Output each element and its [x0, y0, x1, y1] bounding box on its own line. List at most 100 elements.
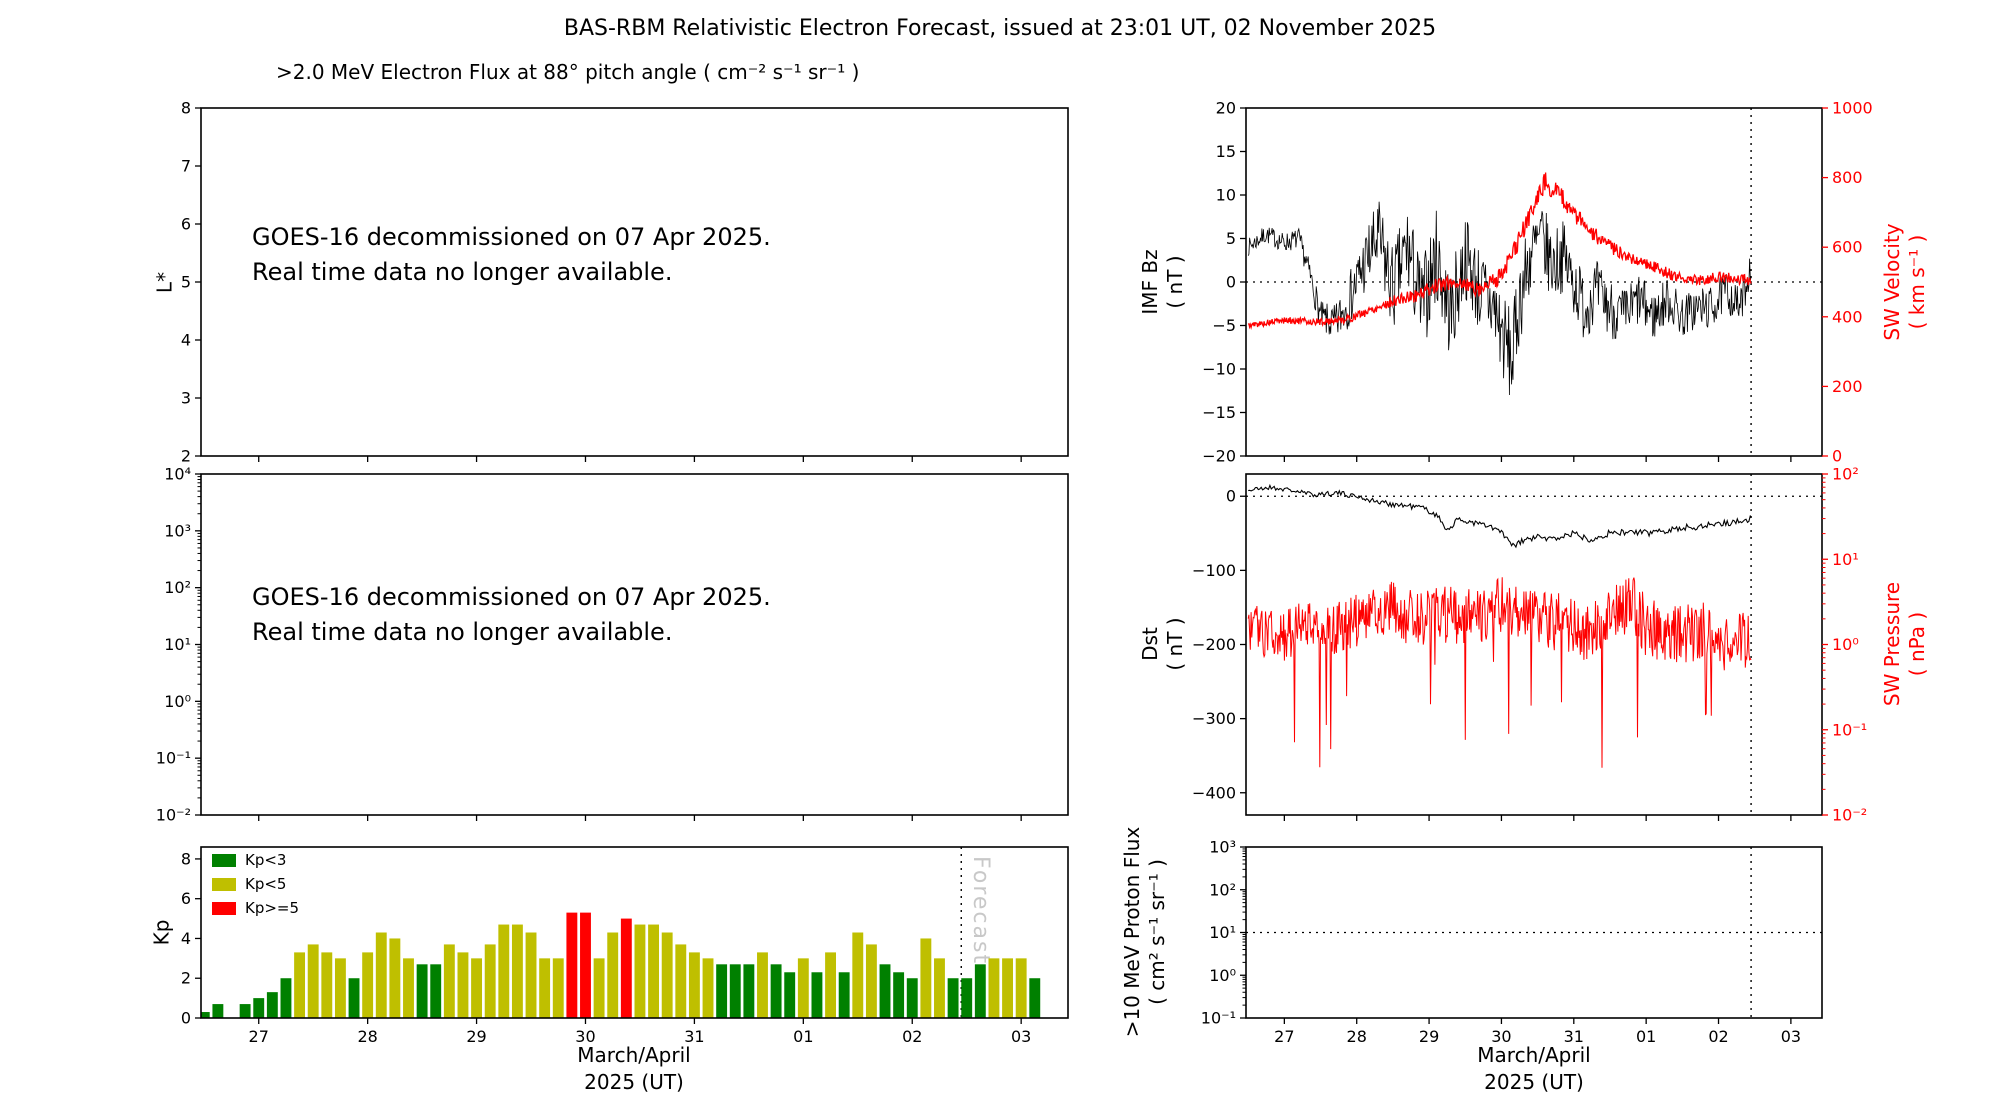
- svg-text:27: 27: [249, 1027, 269, 1046]
- svg-text:28: 28: [357, 1027, 377, 1046]
- ylabel-line: >10 MeV Proton Flux: [1120, 826, 1144, 1038]
- svg-text:10¹: 10¹: [164, 635, 191, 654]
- svg-text:−20: −20: [1202, 447, 1236, 466]
- svg-text:−300: −300: [1192, 709, 1236, 728]
- svg-text:8: 8: [181, 849, 191, 868]
- xlabel-line: March/April: [577, 1043, 691, 1067]
- legend-item-kp-mid: Kp<5: [212, 875, 299, 893]
- svg-text:4: 4: [181, 331, 191, 350]
- svg-text:31: 31: [684, 1027, 704, 1046]
- svg-text:4: 4: [181, 929, 191, 948]
- goes-notice-flux-log: GOES-16 decommissioned on 07 Apr 2025. R…: [252, 580, 771, 650]
- svg-text:5: 5: [181, 273, 191, 292]
- legend-label: Kp<3: [245, 851, 287, 869]
- xlabel-line: 2025 (UT): [584, 1070, 684, 1094]
- svg-text:01: 01: [793, 1027, 813, 1046]
- svg-text:0: 0: [181, 1009, 191, 1028]
- electron-flux-panel-title: >2.0 MeV Electron Flux at 88° pitch angl…: [276, 60, 860, 84]
- svg-text:02: 02: [1708, 1027, 1728, 1046]
- svg-text:−100: −100: [1192, 561, 1236, 580]
- ylabel-line: ( km s⁻¹ ): [1905, 234, 1929, 330]
- svg-text:800: 800: [1832, 168, 1863, 187]
- ylabel-line: Kp: [149, 919, 174, 946]
- forecast-watermark: Forecast: [968, 856, 993, 966]
- notice-line: Real time data no longer available.: [252, 258, 673, 286]
- svg-text:−10: −10: [1202, 360, 1236, 379]
- svg-text:0: 0: [1226, 273, 1236, 292]
- svg-text:10²: 10²: [164, 578, 191, 597]
- proton-flux-plot: 10⁻¹ 10⁰ 10¹ 10² 10³ 27 28 29 30 31 01 02 03: [1201, 838, 1823, 1046]
- goes-notice-flux: GOES-16 decommissioned on 07 Apr 2025. R…: [252, 220, 771, 290]
- legend-item-kp-low: Kp<3: [212, 851, 299, 869]
- svg-text:−15: −15: [1202, 403, 1236, 422]
- kp-legend: Kp<3 Kp<5 Kp>=5: [212, 851, 299, 917]
- electron-flux-log-plot: 10⁻² 10⁻¹ 10⁰ 10¹ 10² 10³ 10⁴: [156, 465, 1069, 825]
- svg-text:27: 27: [1274, 1027, 1294, 1046]
- svg-text:200: 200: [1832, 377, 1863, 396]
- legend-label: Kp>=5: [245, 899, 300, 917]
- svg-text:6: 6: [181, 889, 191, 908]
- svg-text:10³: 10³: [1209, 838, 1236, 857]
- ylabel-line: ( nT ): [1163, 255, 1187, 309]
- svg-text:10⁰: 10⁰: [1209, 966, 1236, 985]
- svg-text:7: 7: [181, 157, 191, 176]
- svg-text:01: 01: [1636, 1027, 1656, 1046]
- svg-text:03: 03: [1781, 1027, 1801, 1046]
- svg-text:15: 15: [1216, 142, 1236, 161]
- ylabel-line: SW Velocity: [1880, 223, 1904, 341]
- legend-swatch-green: [212, 853, 236, 867]
- svg-text:−200: −200: [1192, 635, 1236, 654]
- svg-text:0: 0: [1832, 447, 1842, 466]
- svg-text:600: 600: [1832, 238, 1863, 257]
- svg-text:03: 03: [1011, 1027, 1031, 1046]
- svg-text:10²: 10²: [1832, 465, 1859, 484]
- electron-flux-plot: 2 3 4 5 6 7 8: [181, 99, 1069, 466]
- ylabel-line: ( nT ): [1163, 617, 1187, 671]
- xlabel-left: March/April 2025 (UT): [434, 1042, 834, 1096]
- ylabel-line: ( nPa ): [1905, 611, 1929, 677]
- svg-text:10⁻²: 10⁻²: [156, 806, 191, 825]
- svg-text:5: 5: [1226, 229, 1236, 248]
- svg-text:10²: 10²: [1209, 880, 1236, 899]
- xlabel-right: March/April 2025 (UT): [1334, 1042, 1734, 1096]
- ylabel-lstar: L*: [153, 223, 178, 343]
- svg-text:2: 2: [181, 969, 191, 988]
- svg-text:02: 02: [902, 1027, 922, 1046]
- dst-sw-pressure-plot: −400 −300 −200 −100 0 10⁻² 10⁻¹ 10⁰ 10¹ 10²: [1192, 465, 1867, 825]
- svg-text:10¹: 10¹: [1209, 923, 1236, 942]
- svg-text:10⁻¹: 10⁻¹: [156, 749, 191, 768]
- svg-text:2: 2: [181, 447, 191, 466]
- legend-item-kp-high: Kp>=5: [212, 899, 299, 917]
- svg-text:3: 3: [181, 389, 191, 408]
- legend-label: Kp<5: [245, 875, 287, 893]
- svg-text:29: 29: [1419, 1027, 1439, 1046]
- legend-swatch-yellow: [212, 877, 236, 891]
- svg-text:1000: 1000: [1832, 99, 1873, 118]
- xlabel-line: 2025 (UT): [1484, 1070, 1584, 1094]
- ylabel-imf-bz: IMF Bz ( nT ): [1138, 112, 1188, 452]
- svg-text:−5: −5: [1212, 316, 1236, 335]
- ylabel-line: SW Pressure: [1880, 581, 1904, 707]
- svg-text:10: 10: [1216, 186, 1236, 205]
- svg-text:20: 20: [1216, 99, 1236, 118]
- notice-line: Real time data no longer available.: [252, 618, 673, 646]
- svg-text:29: 29: [466, 1027, 486, 1046]
- svg-text:−400: −400: [1192, 783, 1236, 802]
- svg-text:10⁴: 10⁴: [164, 465, 191, 484]
- notice-line: GOES-16 decommissioned on 07 Apr 2025.: [252, 583, 771, 611]
- ylabel-line: Dst: [1138, 627, 1162, 661]
- svg-text:10⁻¹: 10⁻¹: [1832, 720, 1867, 739]
- svg-text:10⁰: 10⁰: [1832, 635, 1859, 654]
- ylabel-line: IMF Bz: [1138, 249, 1162, 315]
- svg-text:10¹: 10¹: [1832, 550, 1859, 569]
- ylabel-proton-flux: >10 MeV Proton Flux ( cm² s⁻¹ sr⁻¹ ): [1120, 762, 1170, 1100]
- ylabel-sw-velocity: SW Velocity ( km s⁻¹ ): [1880, 112, 1930, 452]
- ylabel-line: L*: [152, 271, 177, 294]
- svg-text:0: 0: [1226, 487, 1236, 506]
- svg-text:30: 30: [575, 1027, 595, 1046]
- svg-text:400: 400: [1832, 307, 1863, 326]
- svg-text:10⁻²: 10⁻²: [1832, 806, 1867, 825]
